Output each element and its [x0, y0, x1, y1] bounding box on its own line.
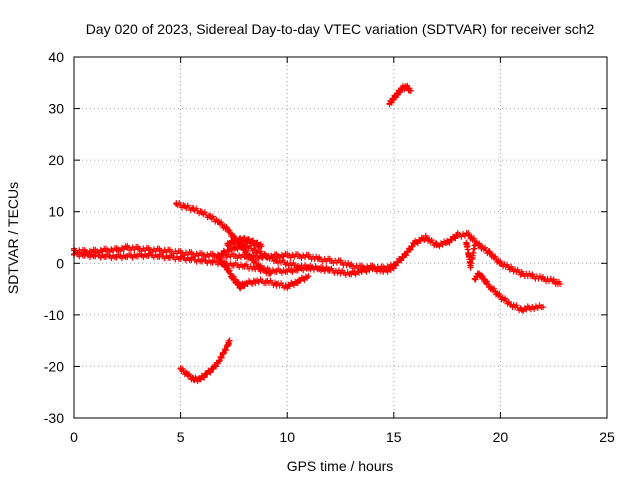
x-tick-label: 25 [599, 429, 615, 445]
series-markers [216, 255, 311, 292]
grid [74, 57, 607, 418]
ticks: 0 5 10 15 20 25 -30 -20 -10 0 10 20 30 40 [44, 49, 615, 445]
x-tick-label: 0 [70, 429, 78, 445]
y-tick-label: 0 [56, 255, 64, 271]
series-lower-arc-5-7 [177, 337, 233, 385]
y-tick-label: 10 [48, 204, 64, 220]
x-tick-label: 5 [177, 429, 185, 445]
x-tick-label: 15 [386, 429, 402, 445]
series-markers [177, 337, 233, 385]
series-spike-18-6 [463, 239, 478, 271]
series-markers [463, 240, 478, 271]
series-main-band [71, 230, 564, 287]
x-tick-label: 20 [493, 429, 509, 445]
series-markers [71, 230, 562, 287]
series-markers [224, 235, 264, 250]
y-tick-label: -10 [44, 307, 64, 323]
chart-title: Day 020 of 2023, Sidereal Day-to-day VTE… [86, 21, 595, 37]
data-points [71, 82, 564, 385]
series-dip-band [215, 255, 312, 292]
series-markers [216, 241, 332, 274]
series-short-arc-7-8 [224, 235, 265, 250]
series-crossing-band [215, 241, 333, 274]
y-tick-label: -30 [44, 410, 64, 426]
series-descending-19-22 [471, 270, 547, 315]
y-axis-label: SDTVAR / TECUs [5, 182, 21, 294]
y-tick-label: -20 [44, 358, 64, 374]
series-descending-from-11 [173, 200, 274, 277]
x-axis-label: GPS time / hours [287, 458, 394, 474]
y-tick-label: 30 [48, 101, 64, 117]
y-tick-label: 40 [48, 49, 64, 65]
y-tick-label: 20 [48, 152, 64, 168]
plot-border [73, 56, 608, 419]
series-markers [386, 82, 414, 108]
x-tick-label: 10 [279, 429, 295, 445]
series-upper-arc-15 [386, 82, 414, 108]
series-markers [471, 270, 545, 315]
